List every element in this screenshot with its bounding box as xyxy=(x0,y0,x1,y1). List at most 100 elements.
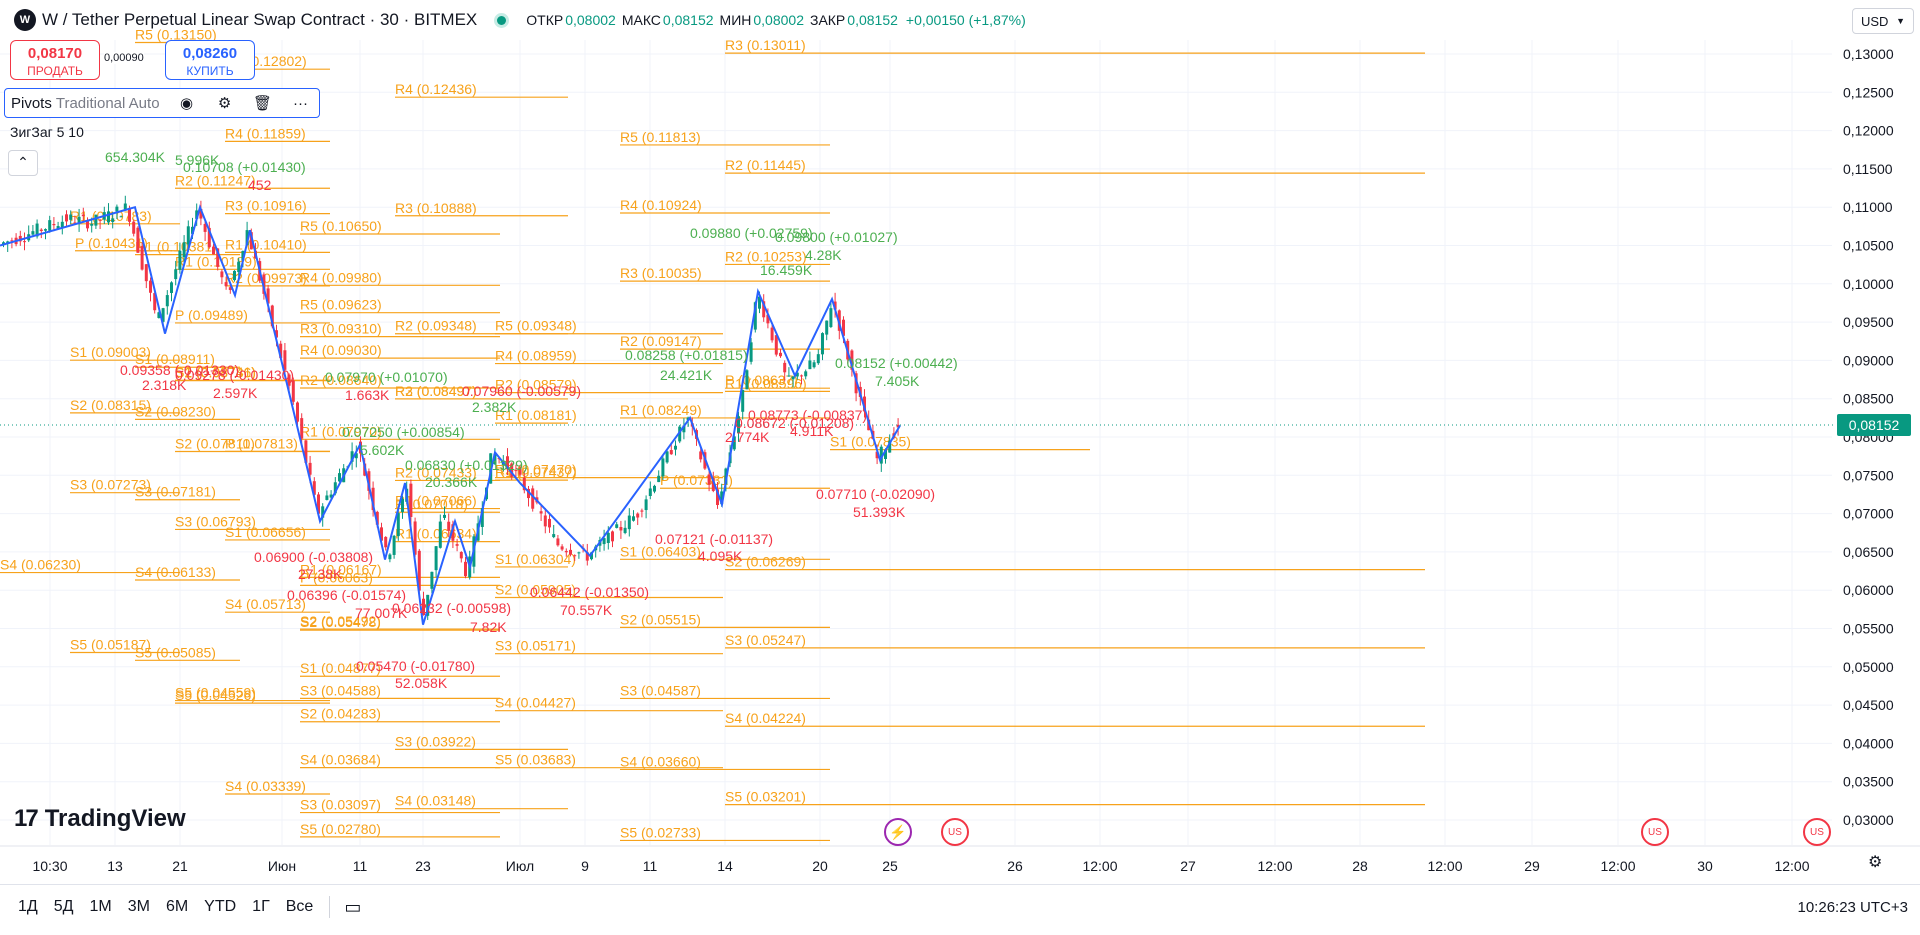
candle-body xyxy=(711,478,715,491)
pivot-level-label: R1 (0.07970) xyxy=(300,423,382,439)
pivot-level-label: S2 (0.05515) xyxy=(620,611,701,627)
price-tick-label: 0,07500 xyxy=(1843,467,1894,483)
candle-body xyxy=(199,208,203,219)
candle-body xyxy=(552,534,556,538)
candle-body xyxy=(585,552,589,561)
candle-body xyxy=(170,282,173,293)
pivot-level-label: R1 (0.06167) xyxy=(300,561,382,577)
currency-label: USD xyxy=(1861,13,1889,29)
buy-button[interactable]: 0,08260 КУПИТЬ xyxy=(165,40,255,80)
zigzag-label: 5.996K xyxy=(175,152,220,168)
candle-body xyxy=(10,240,14,242)
buy-price: 0,08260 xyxy=(182,45,238,62)
candle-body xyxy=(560,546,564,550)
candle-body xyxy=(90,223,94,226)
pivot-level-label: R5 (0.09623) xyxy=(300,297,382,313)
time-tick-label: 13 xyxy=(107,858,123,874)
candle-body xyxy=(791,376,795,380)
pivot-level-label: R2 (0.11247) xyxy=(175,172,256,188)
calendar-range-icon[interactable]: ▭ xyxy=(344,896,362,917)
pivot-level-label: S5 (0.05187) xyxy=(70,636,151,652)
pivot-level-label: S2 (0.05492) xyxy=(300,613,381,629)
us-flag-icon[interactable]: US xyxy=(1641,818,1669,846)
candle-body xyxy=(153,293,157,311)
range-1y[interactable]: 1Г xyxy=(252,898,270,915)
us-flag-icon[interactable]: US xyxy=(1803,818,1831,846)
pivot-level-label: S3 (0.04587) xyxy=(620,682,701,698)
sell-button[interactable]: 0,08170 ПРОДАТЬ xyxy=(10,40,100,80)
clock[interactable]: 10:26:23 UTC+3 xyxy=(1797,898,1909,916)
more-icon[interactable]: ··· xyxy=(293,94,309,112)
candle-body xyxy=(249,232,253,250)
range-ytd[interactable]: YTD xyxy=(204,898,237,915)
pivot-level-label: S2 (0.08230) xyxy=(135,403,216,419)
candle-body xyxy=(464,561,467,577)
candle-body xyxy=(661,458,665,477)
price-tick-label: 0,09500 xyxy=(1843,314,1894,330)
range-1m[interactable]: 1М xyxy=(89,898,112,915)
candle-body xyxy=(678,426,682,442)
pivot-level-label: S4 (0.06230) xyxy=(0,557,81,573)
pivot-level-label: S3 (0.07181) xyxy=(135,484,216,500)
symbol-title[interactable]: W / Tether Perpetual Linear Swap Contrac… xyxy=(42,10,478,29)
candle-body xyxy=(480,508,484,527)
price-tick-label: 0,12500 xyxy=(1843,84,1894,100)
lightning-icon[interactable]: ⚡ xyxy=(884,818,912,846)
pivot-level-label: R5 (0.10650) xyxy=(300,218,382,234)
eye-icon[interactable]: ◉ xyxy=(180,95,194,112)
candle-body xyxy=(220,271,224,278)
candle-body xyxy=(31,231,35,235)
pivot-level-label: R4 (0.10924) xyxy=(620,197,702,213)
candle-body xyxy=(300,418,304,439)
candle-body xyxy=(237,261,241,273)
range-6m[interactable]: 6М xyxy=(165,898,189,915)
candle-body xyxy=(69,214,73,220)
settings-icon[interactable]: ⚙ xyxy=(217,95,232,112)
zigzag-indicator-legend[interactable]: ЗигЗаг 5 10 xyxy=(10,124,84,140)
zigzag-label: 2.774K xyxy=(725,429,770,445)
pivot-level-label: S5 (0.04526) xyxy=(175,687,256,703)
candle-body xyxy=(321,506,325,518)
close-value: 0,08152 xyxy=(847,12,898,28)
range-5d[interactable]: 5Д xyxy=(53,898,74,915)
candle-body xyxy=(753,302,757,330)
us-flag-icon[interactable]: US xyxy=(941,818,969,846)
candle-body xyxy=(186,226,190,245)
time-tick-label: 11 xyxy=(643,858,658,874)
candle-body xyxy=(627,515,631,530)
open-label: ОТКР xyxy=(526,12,564,28)
candle-body xyxy=(266,288,270,304)
range-1d[interactable]: 1Д xyxy=(18,898,38,915)
candle-body xyxy=(191,226,194,234)
pivot-level-label: S4 (0.04224) xyxy=(725,710,806,726)
candle-body xyxy=(380,527,383,541)
candle-body xyxy=(493,453,497,464)
candle-body xyxy=(741,389,745,412)
trash-icon[interactable]: 🗑 xyxy=(253,95,273,112)
gear-icon[interactable]: ⚙ xyxy=(1868,854,1883,871)
range-all[interactable]: Все xyxy=(285,898,314,915)
zigzag-label: 70.557K xyxy=(560,602,613,618)
candle-body xyxy=(203,223,207,232)
zigzag-polyline xyxy=(0,204,901,625)
zigzag-label: 27.38K xyxy=(298,566,343,582)
candle-body xyxy=(451,524,455,541)
candle-body xyxy=(619,527,623,531)
pivot-level-label: R3 (0.10035) xyxy=(620,265,702,281)
zigzag-label: 77.007K xyxy=(355,605,408,621)
currency-select[interactable]: USD ▼ xyxy=(1852,8,1914,34)
candle-body xyxy=(44,229,47,231)
candle-body xyxy=(195,210,199,219)
candle-body xyxy=(758,296,761,309)
chevron-up-icon[interactable]: ⌃ xyxy=(8,150,38,176)
zigzag-label: 0.07710 (-0.02090) xyxy=(816,486,935,502)
time-tick-label: 12:00 xyxy=(1427,858,1462,874)
range-3m[interactable]: 3М xyxy=(127,898,150,915)
candle-body xyxy=(564,550,568,553)
pivot-level-label: P (0.08637) xyxy=(725,372,798,388)
candle-body xyxy=(270,305,274,327)
pivots-indicator-legend[interactable]: Pivots Traditional Auto ◉ ⚙ 🗑 ··· xyxy=(4,88,320,118)
zigzag-label: 0.07970 (+0.01070) xyxy=(325,369,448,385)
price-tick-label: 0,05000 xyxy=(1843,659,1894,675)
